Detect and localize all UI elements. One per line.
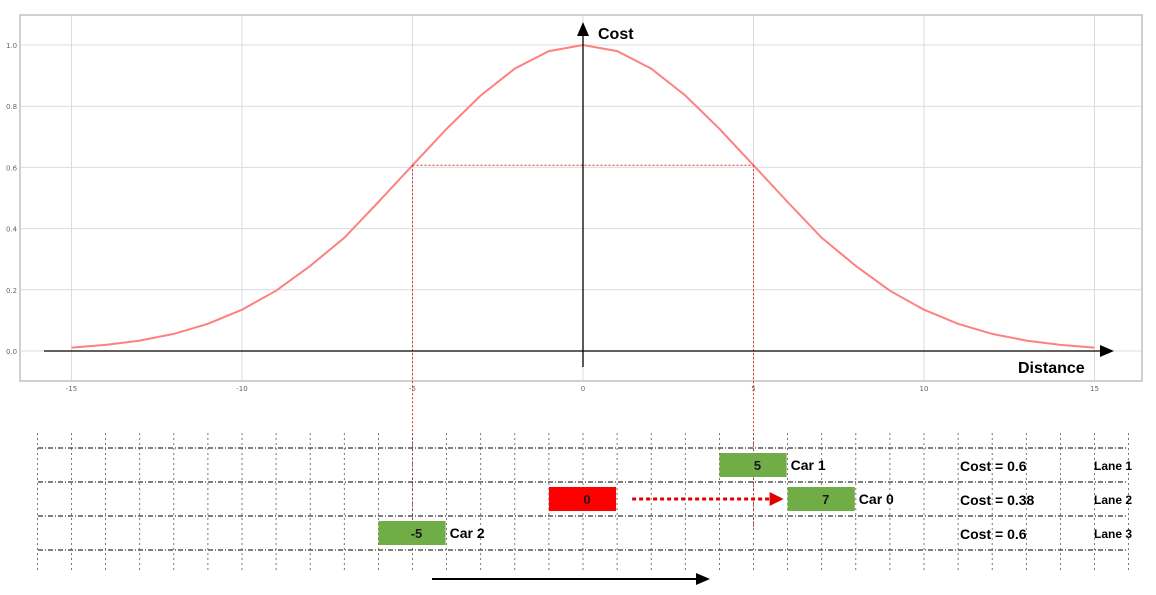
ego-car-value: 0: [583, 492, 590, 507]
y-tick-label: 0.0: [6, 348, 17, 356]
ego-arrow-head-icon: [769, 492, 784, 506]
x-tick-label: -10: [236, 385, 247, 393]
car-name-label: Car 0: [859, 491, 894, 507]
lane-cost-label: Cost = 0.6: [960, 458, 1027, 474]
plot-frame: [19, 14, 1143, 382]
y-tick-label: 0.4: [6, 226, 18, 234]
car-0-block: [719, 453, 787, 477]
road-vehicles: 0 5 7 -5: [378, 453, 855, 545]
y-tick-label: 0.8: [6, 103, 17, 111]
lane-label: Lane 3: [1094, 527, 1132, 541]
x-tick-label: -5: [409, 385, 416, 393]
y-tick-label: 1.0: [6, 42, 17, 50]
car-2-block: [378, 521, 446, 545]
car-2-value: -5: [411, 526, 423, 541]
x-tick-label: 0: [581, 385, 585, 393]
direction-arrow-icon: [696, 573, 710, 585]
car-1-value: 7: [822, 492, 829, 507]
ego-car-block: [548, 487, 617, 511]
y-axis-arrow-icon: [577, 22, 589, 36]
x-tick-label: 5: [751, 385, 755, 393]
x-tick-label: 15: [1090, 385, 1099, 393]
road-grid: [37, 433, 1129, 572]
car-1-block: [787, 487, 855, 511]
car-name-label: Car 2: [450, 525, 485, 541]
y-tick-label: 0.2: [6, 287, 17, 295]
lane-label: Lane 1: [1094, 459, 1132, 473]
y-axis-label: Cost: [598, 26, 634, 43]
car-name-label: Car 1: [791, 457, 826, 473]
road-labels: Car 1 Car 0 Car 2 Cost = 0.6 Cost = 0.38 Cost…: [450, 457, 1133, 542]
lane-cost-label: Cost = 0.6: [960, 526, 1027, 542]
car-0-value: 5: [754, 458, 761, 473]
x-axis-label: Distance: [1018, 360, 1085, 377]
guide-lines: [412, 164, 754, 530]
lane-cost-label: Cost = 0.38: [960, 492, 1035, 508]
x-tick-label: 10: [920, 385, 929, 393]
x-axis-arrow-icon: [1100, 345, 1114, 357]
y-tick-label: 0.6: [6, 164, 18, 172]
x-tick-label: -15: [66, 385, 77, 393]
tick-labels: -15 -10 -5 0 5 10 15 0.0 0.2 0.4 0.6 0.8 1.0: [6, 42, 1099, 393]
lane-label: Lane 2: [1094, 493, 1132, 507]
